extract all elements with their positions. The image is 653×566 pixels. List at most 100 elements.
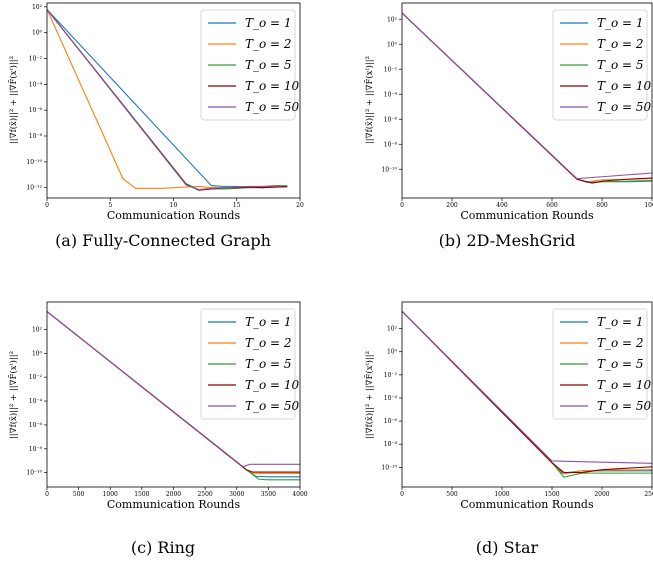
x-tick-label: 500 — [73, 491, 85, 498]
y-tick-label: 10⁰ — [32, 350, 43, 357]
y-tick-label: 10⁻⁶ — [384, 116, 398, 123]
x-tick-label: 2000 — [166, 491, 181, 498]
panel-caption: (b) 2D-MeshGrid — [439, 231, 576, 250]
legend-label: T_o = 1 — [245, 315, 292, 329]
y-tick-label: 10⁻¹⁰ — [381, 166, 397, 173]
y-tick-label: 10⁻⁴ — [29, 81, 43, 88]
legend-label: T_o = 10 — [245, 378, 300, 392]
y-tick-label: 10⁻¹⁰ — [381, 464, 397, 471]
legend-label: T_o = 2 — [597, 37, 644, 51]
y-tick-label: 10² — [32, 326, 43, 333]
x-tick-label: 0 — [400, 202, 404, 209]
x-tick-label: 2500 — [197, 491, 212, 498]
panel-caption: (a) Fully-Connected Graph — [55, 231, 271, 250]
x-tick-label: 2500 — [644, 491, 653, 498]
x-tick-label: 1000 — [644, 202, 653, 209]
y-tick-label: 10⁻⁸ — [384, 441, 398, 448]
y-tick-label: 10⁻² — [29, 374, 43, 381]
legend-label: T_o = 10 — [597, 378, 652, 392]
x-tick-label: 500 — [446, 491, 458, 498]
chart-panel: 0 500 1000 1500 2000 2500 3000 3500 4000 10² 10⁰ 10… — [7, 301, 308, 557]
series-line — [47, 9, 288, 191]
legend-box — [200, 9, 296, 121]
x-tick-label: 3000 — [229, 491, 244, 498]
x-tick-label: 800 — [596, 202, 608, 209]
y-tick-label: 10⁻⁸ — [29, 446, 43, 453]
legend-label: T_o = 2 — [597, 336, 644, 350]
x-tick-label: 0 — [45, 202, 49, 209]
x-axis-label: Communication Rounds — [107, 498, 241, 511]
legend-label: T_o = 50 — [597, 399, 652, 413]
plot-frame — [401, 301, 653, 488]
chart-panel: 0 5 10 15 20 10² 10⁰ 10⁻² 10⁻⁴ 10⁻⁶ 10⁻⁸ 10⁻¹⁰ 10⁻¹²… — [7, 2, 304, 250]
series-line — [402, 310, 652, 464]
panel-caption: (d) Star — [476, 538, 539, 557]
legend-label: T_o = 2 — [245, 37, 292, 51]
x-tick-label: 4000 — [292, 491, 307, 498]
legend-label: T_o = 5 — [245, 357, 292, 371]
x-axis-label: Communication Rounds — [107, 209, 241, 222]
series-line — [402, 12, 652, 180]
series-line — [402, 310, 652, 474]
y-axis-label: ||∇f(x̄)||² + ||∇F̄(xᵗ)||² — [363, 351, 375, 439]
y-tick-label: 10⁻² — [384, 66, 398, 73]
x-tick-label: 1500 — [544, 491, 559, 498]
y-tick-label: 10⁻⁴ — [384, 395, 398, 402]
x-tick-label: 200 — [446, 202, 458, 209]
y-tick-label: 10⁰ — [387, 349, 398, 356]
y-tick-label: 10⁻² — [29, 56, 43, 63]
y-tick-label: 10⁻⁴ — [29, 398, 43, 405]
plot-frame — [401, 2, 653, 199]
x-tick-label: 5 — [108, 202, 112, 209]
series-line — [47, 311, 300, 468]
legend-label: T_o = 50 — [597, 100, 652, 114]
x-tick-label: 1000 — [494, 491, 509, 498]
x-axis-label: Communication Rounds — [460, 209, 594, 222]
legend-label: T_o = 1 — [597, 315, 644, 329]
chart-panel: 0 200 400 600 800 1000 10² 10⁰ 10⁻² 10⁻⁴ 10⁻⁶ 10⁻⁸ 1… — [363, 2, 653, 250]
y-tick-label: 10⁻⁸ — [29, 133, 43, 140]
y-tick-label: 10⁻² — [384, 372, 398, 379]
y-tick-label: 10² — [387, 16, 398, 23]
y-tick-label: 10⁻⁸ — [384, 141, 398, 148]
y-tick-label: 10⁻⁶ — [384, 418, 398, 425]
y-tick-label: 10⁻⁴ — [384, 91, 398, 98]
legend-label: T_o = 1 — [597, 16, 644, 30]
x-axis-label: Communication Rounds — [460, 498, 594, 511]
y-axis-label: ||∇f(x̄)||² + ||∇F̄(xᵗ)||² — [7, 351, 19, 439]
legend-label: T_o = 10 — [597, 79, 652, 93]
x-tick-label: 15 — [233, 202, 241, 209]
legend-box — [200, 308, 296, 420]
x-tick-label: 400 — [496, 202, 508, 209]
y-tick-label: 10⁻⁶ — [29, 422, 43, 429]
x-tick-label: 1500 — [134, 491, 149, 498]
chart-panel: 0 500 1000 1500 2000 2500 10² 10⁰ 10⁻² 10⁻⁴ 10⁻⁶ 10… — [363, 301, 653, 557]
legend-label: T_o = 5 — [245, 58, 292, 72]
x-tick-label: 20 — [296, 202, 304, 209]
x-tick-label: 0 — [400, 491, 404, 498]
legend-label: T_o = 50 — [245, 100, 300, 114]
y-tick-label: 10⁰ — [387, 41, 398, 48]
y-tick-label: 10² — [387, 326, 398, 333]
legend-label: T_o = 5 — [597, 58, 644, 72]
y-tick-label: 10⁻¹⁰ — [26, 470, 42, 477]
legend-box — [552, 308, 648, 420]
legend-label: T_o = 10 — [245, 79, 300, 93]
y-tick-label: 10⁻⁶ — [29, 107, 43, 114]
x-tick-label: 0 — [45, 491, 49, 498]
legend-box — [552, 9, 648, 121]
legend-label: T_o = 1 — [245, 16, 292, 30]
y-axis-label: ||∇f(x̄)||² + ||∇F̄(xᵗ)||² — [363, 56, 375, 144]
y-axis-label: ||∇f(x̄)||² + ||∇F̄(xᵗ)||² — [7, 56, 19, 144]
y-tick-label: 10⁻¹⁰ — [26, 159, 42, 166]
legend-label: T_o = 5 — [597, 357, 644, 371]
x-tick-label: 10 — [170, 202, 178, 209]
y-tick-label: 10² — [32, 4, 43, 11]
legend-label: T_o = 50 — [245, 399, 300, 413]
x-tick-label: 3500 — [261, 491, 276, 498]
x-tick-label: 1000 — [103, 491, 118, 498]
y-tick-label: 10⁻¹² — [26, 185, 42, 192]
x-tick-label: 600 — [546, 202, 558, 209]
legend-label: T_o = 2 — [245, 336, 292, 350]
